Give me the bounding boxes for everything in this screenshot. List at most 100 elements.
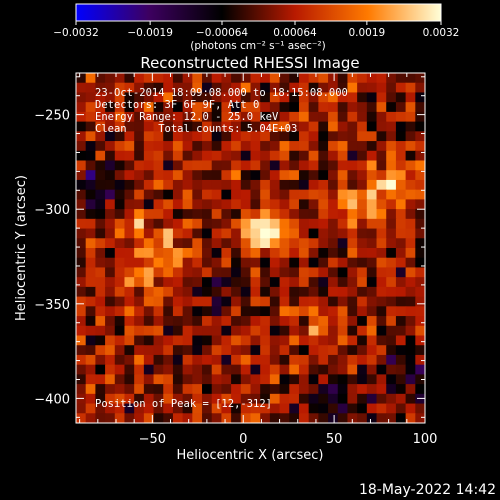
heatmap-pixel [337,354,349,366]
heatmap-pixel [143,345,155,356]
heatmap-pixel [357,277,368,288]
heatmap-pixel [366,384,378,395]
heatmap-pixel [376,316,387,327]
heatmap-pixel [386,286,397,298]
heatmap-pixel [76,238,87,249]
heatmap-pixel [415,393,425,405]
heatmap-pixel [405,277,416,288]
heatmap-pixel [405,189,416,200]
heatmap-pixel [260,131,271,142]
heatmap-pixel [347,179,358,191]
heatmap-pixel [289,131,300,142]
heatmap-pixel [366,316,378,327]
heatmap-pixel [260,102,271,113]
heatmap-pixel [308,131,319,142]
heatmap-pixel [202,199,213,210]
heatmap-pixel [231,228,242,239]
heatmap-pixel [114,82,126,94]
colorbar-ticks: −0.0032 −0.0019 −0.00064 0.00064 0.0019 0.003… [53,21,459,39]
heatmap-pixel [279,189,290,200]
heatmap-pixel [124,277,135,288]
heatmap-pixel [347,286,358,298]
heatmap-pixel [260,92,271,103]
heatmap-pixel [221,267,232,278]
heatmap-pixel [172,335,184,346]
heatmap-pixel [182,296,193,307]
heatmap-pixel [163,170,174,181]
heatmap-pixel [415,374,425,385]
heatmap-pixel [240,403,252,414]
heatmap-pixel [105,141,116,152]
heatmap-pixel [347,257,358,269]
heatmap-pixel [182,121,193,132]
heatmap-pixel [231,296,242,307]
heatmap-pixel [221,403,232,414]
heatmap-pixel [134,316,145,327]
heatmap-pixel [153,92,164,103]
x-axis-label: Heliocentric X (arcsec) [177,448,324,463]
heatmap-pixel [318,170,329,181]
heatmap-pixel [347,228,358,239]
heatmap-pixel [366,354,378,366]
heatmap-pixel [182,228,193,239]
heatmap-pixel [143,170,155,181]
heatmap-pixel [105,257,116,269]
heatmap-pixel [134,306,145,317]
heatmap-pixel [279,277,290,288]
heatmap-pixel [240,364,252,375]
heatmap-pixel [386,102,397,113]
heatmap-pixel [279,179,290,191]
heatmap-pixel [85,73,96,84]
heatmap-pixel [211,374,223,385]
heatmap-pixel [163,354,174,366]
heatmap-pixel [366,209,378,220]
heatmap-pixel [357,199,368,210]
heatmap-pixel [95,335,106,346]
heatmap-pixel [143,131,155,142]
heatmap-pixel [172,267,184,278]
heatmap-pixel [260,248,271,259]
annotation-time-range: 23-Oct-2014 18:09:08.000 to 18:15:08.000 [95,87,348,99]
heatmap-pixel [260,228,271,239]
heatmap-pixel [211,296,223,307]
heatmap-pixel [76,73,87,84]
heatmap-pixel [386,73,397,84]
heatmap-pixel [366,296,378,307]
heatmap-pixel [211,277,223,288]
heatmap-pixel [318,121,329,132]
heatmap-pixel [298,141,310,152]
heatmap-pixel [172,364,184,375]
heatmap-pixel [85,286,96,298]
heatmap-pixel [192,228,203,239]
heatmap-pixel [153,296,164,307]
heatmap-pixel [250,92,261,103]
heatmap-pixel [231,403,242,414]
heatmap-pixel [376,257,387,269]
heatmap-pixel [366,73,378,84]
heatmap-pixel [231,277,242,288]
heatmap-pixel [172,413,184,423]
heatmap-pixel [279,286,290,298]
heatmap-pixel [172,316,184,327]
heatmap-pixel [328,335,339,346]
heatmap-pixel [105,189,116,200]
heatmap-pixel [269,374,281,385]
heatmap-pixel [231,150,242,162]
heatmap-pixel [202,238,213,249]
heatmap-pixel [289,170,300,181]
heatmap-pixel [289,374,300,385]
heatmap-pixel [163,306,174,317]
heatmap-pixel [328,189,339,200]
heatmap-pixel [76,267,87,278]
heatmap-pixel [328,92,339,103]
heatmap-pixel [163,73,174,84]
heatmap-pixel [366,82,378,94]
heatmap-pixel [95,102,106,113]
heatmap-pixel [182,141,193,152]
heatmap-pixel [395,277,407,288]
heatmap-pixel [289,267,300,278]
heatmap-pixel [328,248,339,259]
heatmap-pixel [182,277,193,288]
heatmap-pixel [279,384,290,395]
heatmap-pixel [405,102,416,113]
